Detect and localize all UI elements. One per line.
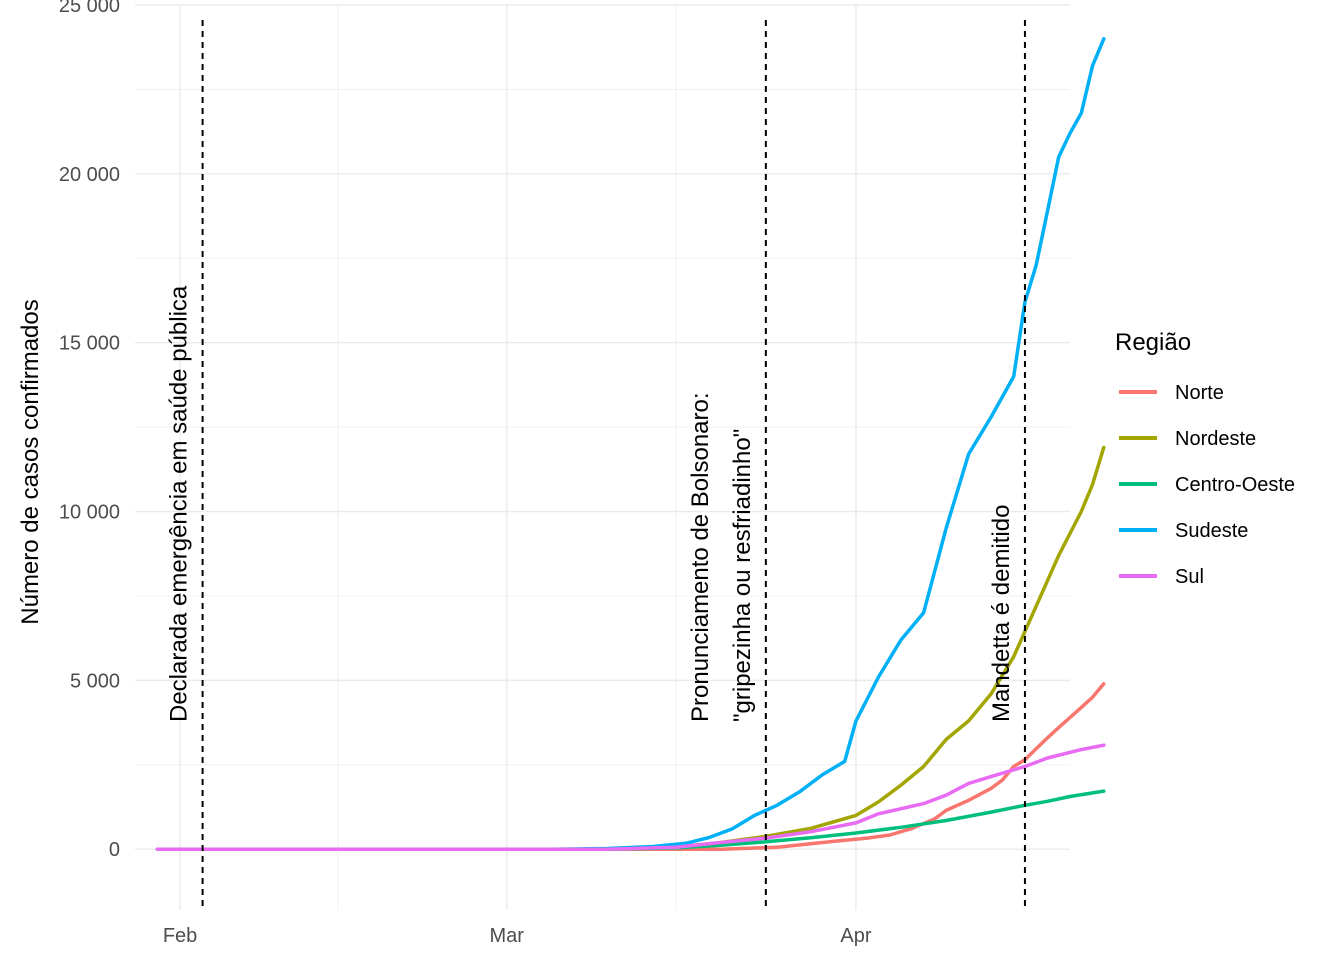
annotations: Declarada emergência em saúde pública Pro…: [166, 20, 1026, 910]
series-line-norte: [155, 682, 1106, 851]
series-line-centro-oeste: [155, 789, 1106, 851]
legend-label-sul: Sul: [1175, 566, 1204, 588]
legend-title: Região: [1115, 329, 1191, 356]
legend-label-nordeste: Nordeste: [1175, 428, 1256, 450]
y-tick-label: 20 000: [59, 164, 120, 186]
y-axis-ticks: 0 5 000 10 000 15 000 20 000 25 000: [59, 0, 120, 861]
series-lines: [155, 37, 1106, 851]
y-tick-label: 15 000: [59, 333, 120, 355]
x-tick-label: Mar: [490, 925, 525, 947]
annotation-text: Declarada emergência em saúde pública: [166, 285, 193, 722]
y-axis-title: Número de casos confirmados: [17, 299, 44, 624]
annotation-text: Mandetta é demitido: [988, 505, 1015, 722]
series-line-sudeste: [155, 37, 1106, 851]
x-tick-label: Apr: [840, 925, 871, 947]
legend-label-sudeste: Sudeste: [1175, 520, 1248, 542]
x-axis-ticks: Feb Mar Apr: [163, 925, 872, 947]
y-tick-label: 10 000: [59, 502, 120, 524]
annotation-text: Pronunciamento de Bolsonaro:: [687, 392, 714, 722]
legend-label-norte: Norte: [1175, 382, 1224, 404]
grid-major: [135, 4, 1070, 910]
legend: Região Norte Nordeste Centro-Oeste Sudeste S…: [1115, 329, 1295, 588]
x-tick-label: Feb: [163, 925, 197, 947]
annotation-text: "gripezinha ou resfriadinho": [729, 429, 756, 722]
y-tick-label: 5 000: [70, 670, 120, 692]
grid-minor: [135, 5, 1070, 910]
y-tick-label: 25 000: [59, 0, 120, 17]
legend-label-centro-oeste: Centro-Oeste: [1175, 474, 1295, 496]
y-tick-label: 0: [109, 839, 120, 861]
series-line-nordeste: [155, 445, 1106, 851]
series-line-sul: [155, 743, 1106, 851]
